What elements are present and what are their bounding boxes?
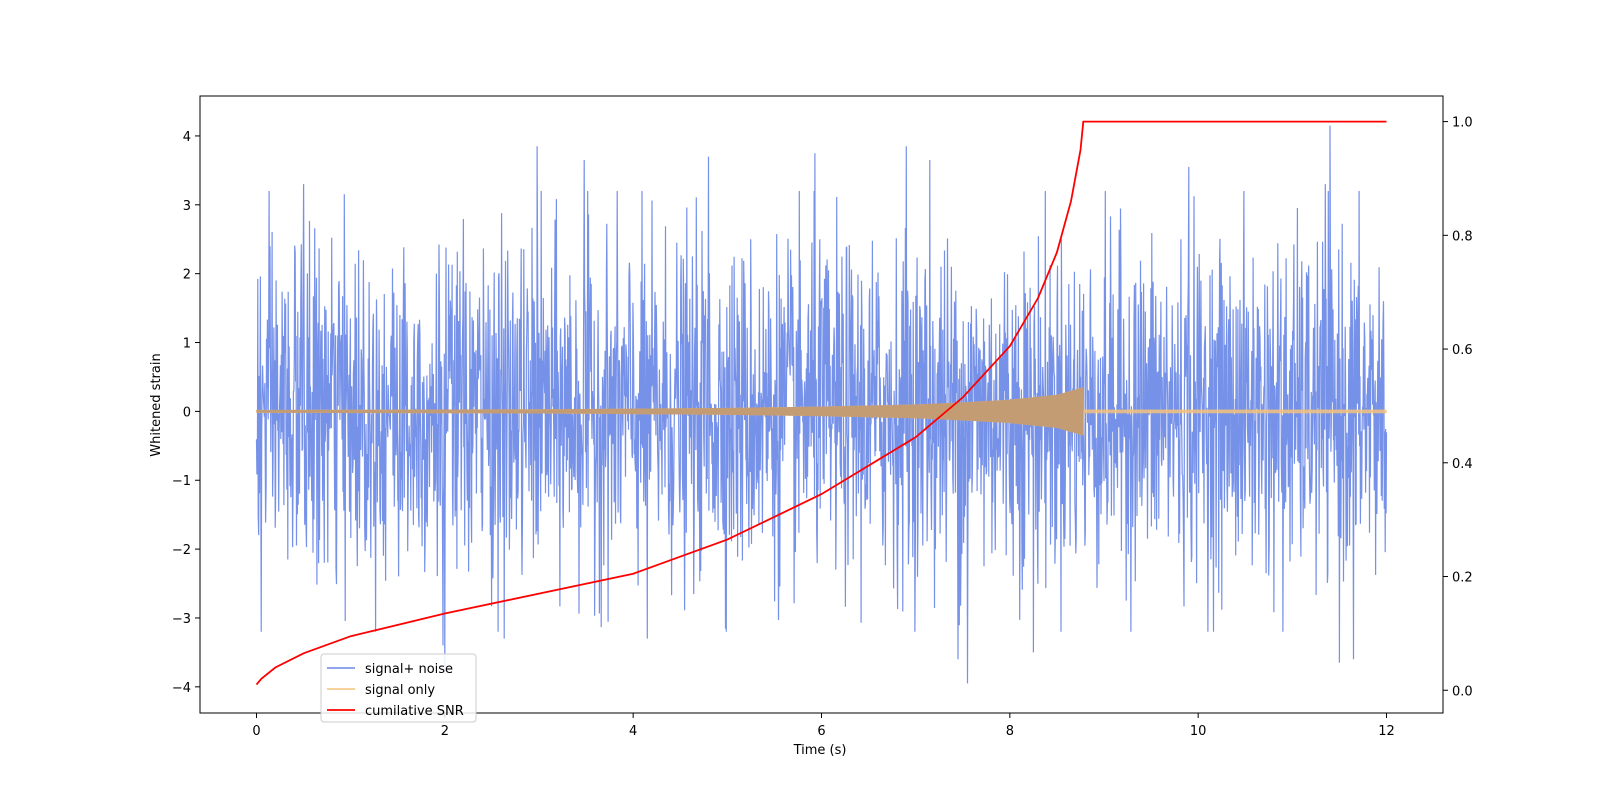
series-layer bbox=[255, 120, 1388, 686]
x-tick-label: 4 bbox=[629, 724, 637, 739]
y-axis-ticks: −4 −3 −2 −1 0 1 2 3 4 bbox=[172, 130, 200, 696]
y-tick-label: 0 bbox=[183, 405, 191, 420]
y-right-tick-label: 0.6 bbox=[1452, 343, 1473, 358]
cumilative-snr-series bbox=[255, 120, 1387, 686]
y-tick-label: 3 bbox=[183, 199, 191, 214]
y-right-tick-label: 0.0 bbox=[1452, 684, 1473, 699]
x-tick-label: 10 bbox=[1190, 724, 1207, 739]
y-right-tick-label: 0.2 bbox=[1452, 571, 1473, 586]
y-tick-label: 4 bbox=[183, 130, 191, 145]
y-tick-label: −2 bbox=[172, 543, 191, 558]
y-tick-label: 2 bbox=[183, 268, 191, 283]
y-tick-label: −3 bbox=[172, 612, 191, 627]
legend-box bbox=[320, 653, 477, 723]
y-right-tick-label: 1.0 bbox=[1452, 116, 1473, 131]
y-tick-label: 1 bbox=[183, 337, 191, 352]
signal-plus-noise-series bbox=[255, 125, 1388, 684]
signal-only-chirp-body bbox=[256, 387, 1084, 436]
y-tick-label: −4 bbox=[172, 681, 191, 696]
y-right-axis-ticks: 0.0 0.2 0.4 0.6 0.8 1.0 bbox=[1443, 116, 1473, 699]
legend-label: cumilative SNR bbox=[365, 704, 464, 719]
x-tick-label: 0 bbox=[252, 724, 260, 739]
x-axis-ticks: 0 2 4 6 8 10 12 bbox=[252, 713, 1395, 739]
x-tick-label: 2 bbox=[441, 724, 449, 739]
y-tick-label: −1 bbox=[172, 474, 191, 489]
y-right-tick-label: 0.4 bbox=[1452, 457, 1473, 472]
y-axis-label: Whitened strain bbox=[149, 353, 164, 456]
x-tick-label: 6 bbox=[817, 724, 825, 739]
cumilative-snr-line bbox=[255, 120, 1387, 686]
signal-plus-noise-line bbox=[255, 125, 1388, 684]
x-tick-label: 12 bbox=[1378, 724, 1395, 739]
signal-only-series bbox=[255, 387, 1388, 436]
legend-label: signal only bbox=[365, 683, 435, 698]
x-axis-label: Time (s) bbox=[793, 743, 847, 758]
legend: signal+ noise signal only cumilative SNR bbox=[320, 653, 477, 723]
legend-label: signal+ noise bbox=[365, 662, 453, 677]
x-tick-label: 8 bbox=[1006, 724, 1014, 739]
y-right-tick-label: 0.8 bbox=[1452, 229, 1473, 244]
